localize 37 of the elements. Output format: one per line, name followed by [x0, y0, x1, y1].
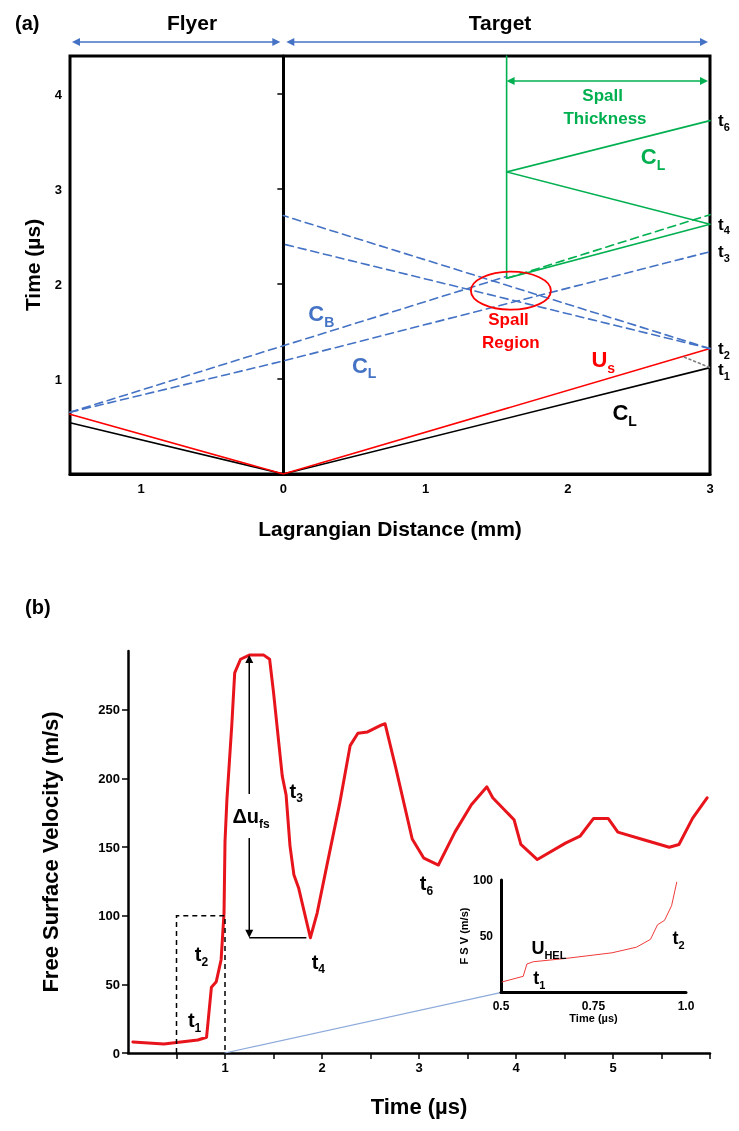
x-tick-label: 2 — [564, 481, 572, 496]
x-tick-label: 0 — [279, 481, 287, 496]
x-axis-title: Time (µs) — [370, 1093, 468, 1119]
x-tick-label: 1 — [221, 1060, 229, 1075]
y-axis-title: Free Surface Velocity (m/s) — [37, 711, 63, 993]
text: Flyer — [166, 10, 218, 34]
x-tick-label: 4 — [512, 1060, 521, 1075]
y-tick-label: 150 — [98, 839, 120, 855]
x-tick-label: 2 — [318, 1060, 326, 1075]
y-tick-label: 1 — [54, 371, 62, 387]
x-tick-label: 5 — [609, 1060, 617, 1075]
x-tick-label: 1.0 — [677, 999, 695, 1013]
y-tick-label: 50 — [105, 976, 120, 992]
text: Target — [468, 10, 532, 34]
x-axis-title: Time (µs) — [569, 1011, 618, 1024]
annotation: Spall Region — [482, 309, 540, 352]
y-tick-label: 200 — [98, 771, 120, 787]
chart-title: (a) — [15, 12, 40, 34]
y-tick-label: 2 — [54, 276, 62, 292]
x-tick-label: 0.5 — [492, 999, 510, 1013]
annotation: Spall Thickness — [563, 86, 647, 128]
x-tick-label: 3 — [706, 481, 714, 496]
y-tick-label: 50 — [479, 929, 494, 943]
chart-title: (b) — [25, 596, 51, 618]
y-axis-title: F S V (m/s) — [458, 907, 470, 965]
x-tick-label: 1 — [421, 481, 430, 496]
y-tick-label: 3 — [54, 181, 62, 197]
x-tick-label: 1 — [137, 481, 145, 496]
y-tick-label: 100 — [472, 873, 494, 887]
x-tick-label: 0.75 — [581, 999, 606, 1013]
x-tick-label: 3 — [415, 1060, 423, 1075]
y-tick-label: 0 — [112, 1045, 120, 1061]
y-tick-label: 250 — [98, 702, 120, 718]
y-tick-label: 4 — [54, 86, 63, 102]
x-axis-title: Lagrangian Distance (mm) — [258, 517, 522, 540]
y-axis-title: Time (µs) — [20, 218, 44, 312]
y-tick-label: 100 — [98, 908, 120, 924]
